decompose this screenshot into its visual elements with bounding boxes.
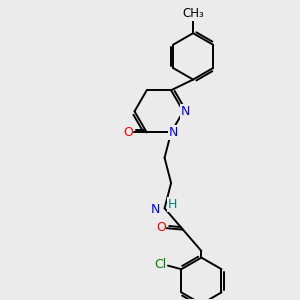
- Text: H: H: [168, 198, 178, 211]
- Text: Cl: Cl: [154, 258, 166, 271]
- Text: O: O: [123, 126, 133, 139]
- Text: N: N: [151, 203, 160, 216]
- Text: N: N: [169, 126, 178, 139]
- Text: O: O: [156, 221, 166, 234]
- Text: N: N: [181, 105, 190, 118]
- Text: CH₃: CH₃: [182, 8, 204, 20]
